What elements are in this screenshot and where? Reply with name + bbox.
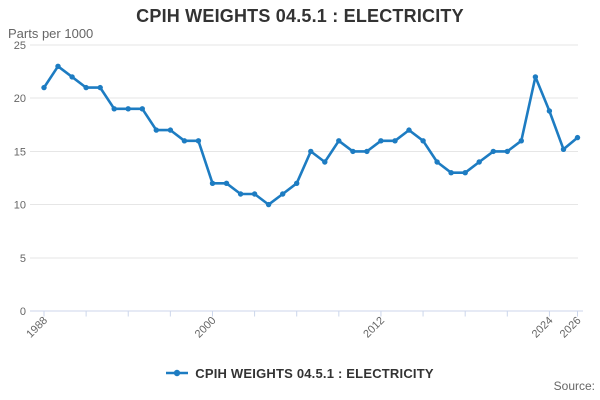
data-point[interactable] <box>406 127 412 133</box>
data-point[interactable] <box>434 159 440 165</box>
data-point[interactable] <box>560 146 567 152</box>
data-point[interactable] <box>378 138 384 144</box>
data-point[interactable] <box>518 138 524 144</box>
data-point[interactable] <box>336 138 342 144</box>
data-point[interactable] <box>41 84 47 91</box>
legend-label: CPIH WEIGHTS 04.5.1 : ELECTRICITY <box>195 365 434 381</box>
data-point[interactable] <box>574 134 581 141</box>
data-point[interactable] <box>490 148 496 155</box>
data-point[interactable] <box>350 148 356 155</box>
data-point[interactable] <box>546 108 553 114</box>
data-point[interactable] <box>223 180 230 186</box>
data-point[interactable] <box>55 63 61 69</box>
x-tick-label: 1988 <box>24 315 50 341</box>
y-tick-label: 20 <box>14 93 26 105</box>
data-point[interactable] <box>462 170 468 176</box>
data-point[interactable] <box>294 180 300 186</box>
y-tick-label: 0 <box>20 306 26 318</box>
data-point[interactable] <box>265 201 272 208</box>
data-point[interactable] <box>280 191 286 197</box>
plot-area: 0 5 10 15 20 25 1988 2000 2012 2024 2026 <box>14 40 584 341</box>
data-point[interactable] <box>195 138 202 144</box>
x-tick-label: 2024 <box>530 315 556 341</box>
legend-line-marker-icon <box>166 369 189 377</box>
data-point[interactable] <box>476 159 482 165</box>
data-point[interactable] <box>364 148 370 155</box>
y-tick-label: 5 <box>20 253 26 265</box>
data-point[interactable] <box>97 84 103 91</box>
y-tick-label: 10 <box>14 200 26 212</box>
chart-title: CPIH WEIGHTS 04.5.1 : ELECTRICITY <box>136 6 464 26</box>
data-point[interactable] <box>392 138 398 144</box>
legend-item[interactable]: CPIH WEIGHTS 04.5.1 : ELECTRICITY <box>0 364 600 382</box>
data-point[interactable] <box>532 74 539 80</box>
data-point[interactable] <box>125 106 131 112</box>
y-tick-label: 15 <box>14 146 26 158</box>
x-tick-label: 2000 <box>193 315 219 341</box>
data-point[interactable] <box>251 191 258 197</box>
data-point[interactable] <box>322 159 328 165</box>
data-point[interactable] <box>69 74 75 80</box>
data-point[interactable] <box>504 148 510 155</box>
data-point[interactable] <box>237 191 244 197</box>
data-point[interactable] <box>167 127 174 133</box>
data-point[interactable] <box>308 148 314 155</box>
source-label: Source: <box>553 379 595 393</box>
data-point[interactable] <box>181 138 188 144</box>
series-line[interactable] <box>42 65 579 206</box>
data-point[interactable] <box>420 138 426 144</box>
data-point[interactable] <box>111 106 117 112</box>
y-tick-label: 25 <box>14 40 26 52</box>
data-point[interactable] <box>83 84 89 91</box>
data-point[interactable] <box>153 127 159 133</box>
data-point[interactable] <box>139 106 145 112</box>
data-point[interactable] <box>448 170 454 176</box>
x-tick-label: 2026 <box>558 315 584 341</box>
data-point[interactable] <box>209 180 216 186</box>
x-tick-label: 2012 <box>361 315 387 341</box>
y-axis-title: Parts per 1000 <box>8 26 94 41</box>
